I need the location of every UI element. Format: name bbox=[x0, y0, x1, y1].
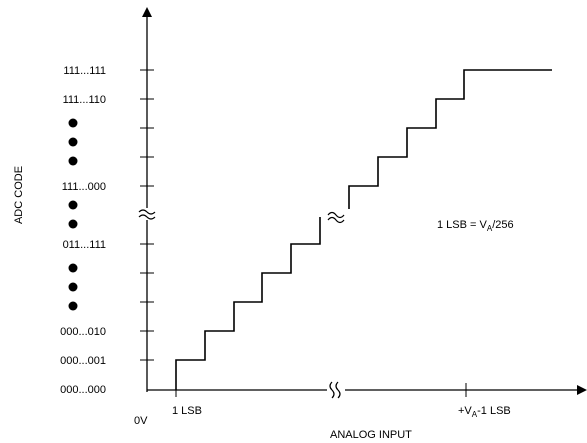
x-origin-label: 0V bbox=[134, 415, 148, 427]
code-label-111-000: 111...000 bbox=[62, 181, 106, 193]
code-label-011-111: 011...111 bbox=[63, 239, 106, 251]
y-axis-title: ADC CODE bbox=[13, 166, 25, 224]
y-axis-ticks bbox=[140, 69, 154, 361]
staircase-lower bbox=[175, 217, 321, 390]
break-symbol-curve bbox=[327, 211, 345, 224]
staircase-upper bbox=[348, 69, 552, 209]
x-first-step-label: 1 LSB bbox=[172, 405, 202, 417]
code-label-000-001: 000...001 bbox=[60, 355, 106, 367]
code-label-111-111: 111...111 bbox=[63, 65, 106, 77]
ellipsis-dots-upper bbox=[68, 118, 78, 166]
code-label-000-000: 000...000 bbox=[60, 384, 106, 396]
break-symbol-x-axis bbox=[327, 381, 345, 399]
code-label-111-110: 111...110 bbox=[63, 94, 106, 106]
lsb-annotation: 1 LSB = VA/256 bbox=[437, 219, 514, 233]
ellipsis-dots-middle bbox=[68, 200, 78, 229]
ellipsis-dots-lower bbox=[68, 263, 78, 311]
break-symbol-y-axis bbox=[138, 208, 156, 220]
code-label-000-010: 000...010 bbox=[60, 326, 106, 338]
x-axis-title: ANALOG INPUT bbox=[330, 429, 412, 441]
x-last-step-label: +VA-1 LSB bbox=[458, 405, 511, 419]
